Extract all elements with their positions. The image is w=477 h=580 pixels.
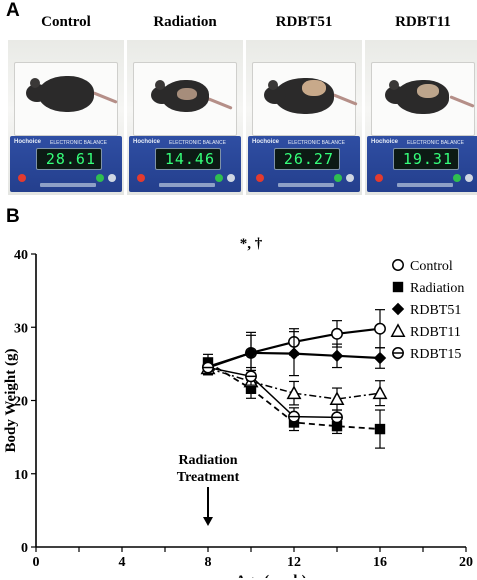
tare-button-icon <box>96 174 104 182</box>
chart-axes: 0 4 8 12 16 20 0 10 20 30 40 Age (week) Body Weight … <box>3 248 473 578</box>
data-point <box>374 423 386 435</box>
data-point <box>373 351 387 365</box>
data-point <box>288 410 300 423</box>
annotation-line-2: Treatment <box>177 470 240 485</box>
photo-label-rdbt11: RDBT11 <box>395 14 451 30</box>
y-axis-label: Body Weight (g) <box>3 349 19 453</box>
photo-label-radiation: Radiation <box>153 14 217 30</box>
tare-button-icon <box>215 174 223 182</box>
legend-label: Radiation <box>410 281 464 296</box>
significance-mark: *, † <box>240 236 263 252</box>
legend-item-control: Control <box>392 259 453 274</box>
photo-label-rdbt51: RDBT51 <box>275 14 333 30</box>
scale-pan <box>133 62 237 136</box>
series-line <box>207 366 338 419</box>
data-point <box>374 322 386 335</box>
legend-marker <box>391 302 405 316</box>
chart-legend: Control Radiation RDBT51 RDBT11 RDBT15 <box>390 259 464 362</box>
y-tick-label: 20 <box>14 395 28 410</box>
power-button-icon <box>137 174 145 182</box>
photo-rdbt11: Hochoice ELECTRONIC BALANCE 19.31 <box>365 40 477 195</box>
photo-rdbt51: Hochoice ELECTRONIC BALANCE 26.27 <box>246 40 362 195</box>
significance-marks: *, †*, †, #*, †, #*, † <box>240 236 263 252</box>
legend-marker <box>392 347 404 359</box>
balance-panel: Hochoice ELECTRONIC BALANCE 14.46 <box>129 136 241 192</box>
photo-control: Hochoice ELECTRONIC BALANCE 28.61 <box>8 40 124 195</box>
balance-display: 28.61 <box>36 148 102 170</box>
annotation-arrow-icon <box>203 517 213 526</box>
data-point <box>244 346 258 360</box>
legend-label: Control <box>410 259 453 274</box>
data-point <box>287 347 301 360</box>
y-tick-label: 0 <box>21 541 28 556</box>
x-tick-label: 20 <box>459 555 473 570</box>
mode-button-icon <box>227 174 235 182</box>
mode-button-icon <box>108 174 116 182</box>
balance-display: 26.27 <box>274 148 340 170</box>
balance-display: 14.46 <box>155 148 221 170</box>
balance-reading: 28.61 <box>45 150 96 168</box>
balance-reading: 14.46 <box>164 150 215 168</box>
treatment-annotation: Radiation Treatment <box>177 453 240 526</box>
data-point <box>245 370 257 383</box>
data-point <box>372 385 388 400</box>
balance-panel: Hochoice ELECTRONIC BALANCE 28.61 <box>10 136 122 192</box>
photo-radiation: Hochoice ELECTRONIC BALANCE 14.46 <box>127 40 243 195</box>
chart-series <box>200 309 388 449</box>
panel-a-letter: A <box>6 0 20 21</box>
legend-marker <box>392 259 404 271</box>
legend-item-rdbt11: RDBT11 <box>390 323 461 340</box>
x-tick-label: 16 <box>373 555 387 570</box>
data-point <box>286 385 302 400</box>
balance-reading: 26.27 <box>283 150 334 168</box>
balance-reading: 19.31 <box>402 150 453 168</box>
tare-button-icon <box>453 174 461 182</box>
power-button-icon <box>375 174 383 182</box>
balance-display: 19.31 <box>393 148 459 170</box>
legend-label: RDBT51 <box>410 303 461 318</box>
x-tick-label: 0 <box>33 555 40 570</box>
x-axis-label: Age (week) <box>235 573 306 578</box>
legend-item-rdbt15: RDBT15 <box>392 347 461 362</box>
y-tick-label: 40 <box>14 248 28 263</box>
legend-item-rdbt51: RDBT51 <box>391 302 461 318</box>
mode-button-icon <box>346 174 354 182</box>
power-button-icon <box>256 174 264 182</box>
mode-button-icon <box>465 174 473 182</box>
series-rdbt15 <box>202 361 343 427</box>
panel-b-letter: B <box>6 206 20 227</box>
y-tick-label: 30 <box>14 321 28 336</box>
data-point <box>202 361 214 374</box>
tare-button-icon <box>334 174 342 182</box>
photo-label-control: Control <box>41 14 91 30</box>
data-point <box>329 391 345 405</box>
body-weight-chart: 0 4 8 12 16 20 0 10 20 30 40 Age (week) Body Weight … <box>3 236 473 578</box>
x-tick-label: 4 <box>119 555 126 570</box>
data-point <box>331 411 343 424</box>
x-tick-label: 12 <box>287 555 301 570</box>
series-rdbt51 <box>201 331 387 377</box>
legend-marker <box>390 323 406 337</box>
legend-label: RDBT11 <box>410 325 461 340</box>
legend-marker <box>392 281 404 293</box>
legend-item-radiation: Radiation <box>392 281 464 296</box>
data-point <box>331 420 343 432</box>
balance-panel: Hochoice ELECTRONIC BALANCE 19.31 <box>367 136 477 192</box>
data-point <box>331 327 343 340</box>
y-tick-label: 10 <box>14 468 28 483</box>
legend-label: RDBT15 <box>410 347 461 362</box>
power-button-icon <box>18 174 26 182</box>
data-point <box>330 349 344 363</box>
x-tick-label: 8 <box>205 555 212 570</box>
balance-panel: Hochoice ELECTRONIC BALANCE 26.27 <box>248 136 360 192</box>
annotation-line-1: Radiation <box>178 453 237 468</box>
